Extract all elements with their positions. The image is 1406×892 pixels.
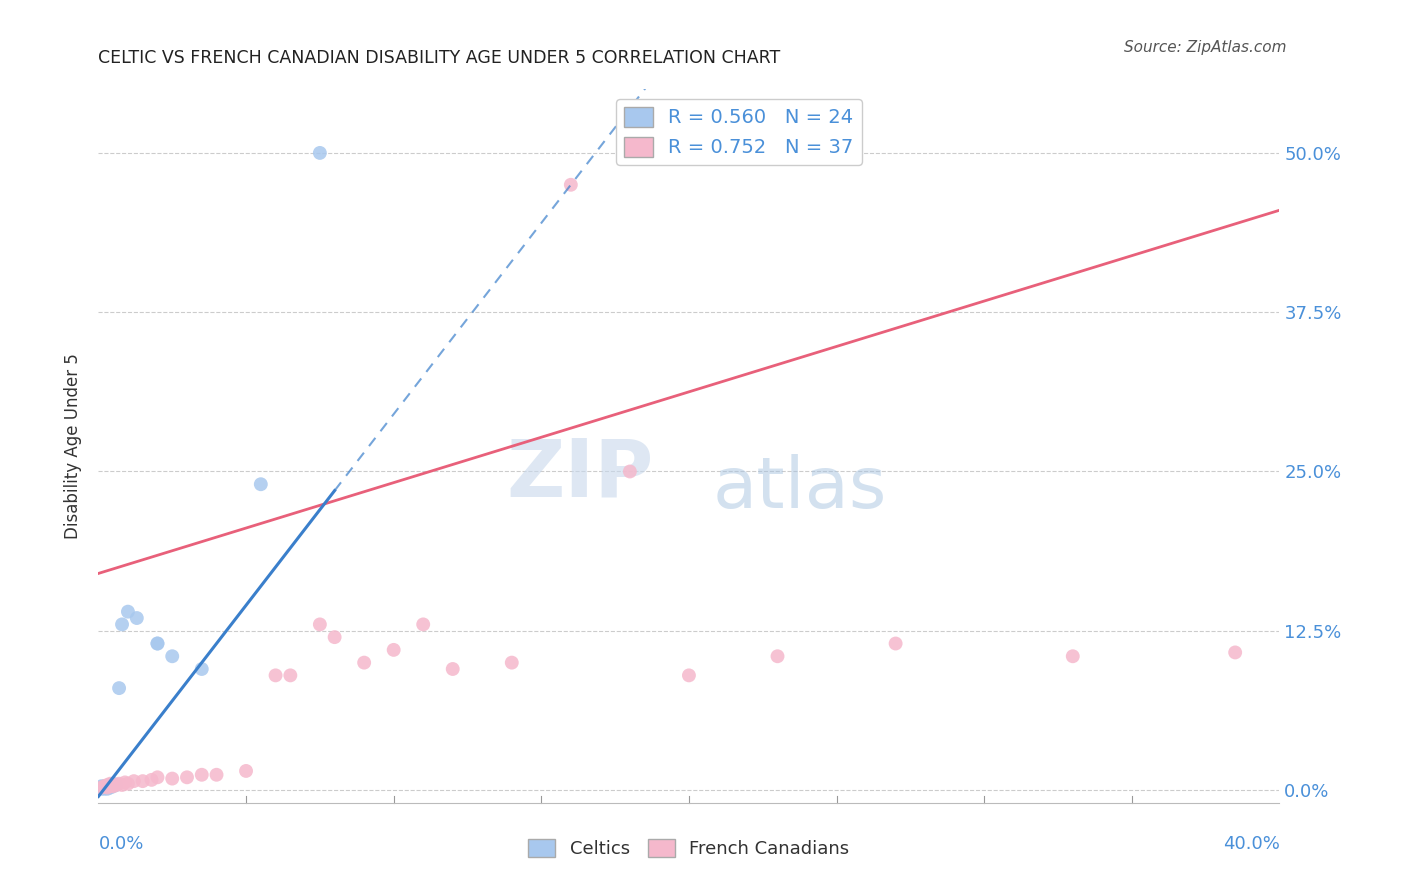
Point — [323, 630, 346, 644]
Point — [382, 643, 405, 657]
Point — [412, 617, 434, 632]
Point — [96, 780, 118, 795]
Point — [309, 617, 332, 632]
Point — [93, 781, 115, 796]
Point — [235, 764, 257, 778]
Point — [884, 636, 907, 650]
Point — [96, 778, 118, 792]
Point — [132, 774, 155, 789]
Point — [191, 662, 214, 676]
Point — [96, 781, 118, 796]
Point — [125, 611, 148, 625]
Y-axis label: Disability Age Under 5: Disability Age Under 5 — [65, 353, 83, 539]
Point — [90, 780, 112, 795]
Point — [98, 778, 121, 792]
Point — [146, 636, 169, 650]
Point — [117, 605, 139, 619]
Text: atlas: atlas — [713, 454, 887, 524]
Point — [114, 775, 136, 789]
Point — [122, 774, 145, 789]
Point — [103, 779, 125, 793]
Point — [146, 636, 169, 650]
Point — [98, 780, 121, 795]
Point — [90, 781, 112, 796]
Text: CELTIC VS FRENCH CANADIAN DISABILITY AGE UNDER 5 CORRELATION CHART: CELTIC VS FRENCH CANADIAN DISABILITY AGE… — [98, 49, 780, 67]
Point — [93, 779, 115, 793]
Text: 40.0%: 40.0% — [1223, 835, 1279, 853]
Point — [280, 668, 302, 682]
Text: ZIP: ZIP — [506, 435, 654, 514]
Point — [117, 777, 139, 791]
Point — [103, 779, 125, 793]
Point — [501, 656, 523, 670]
Point — [766, 649, 789, 664]
Point — [98, 779, 121, 793]
Point — [309, 145, 332, 160]
Point — [105, 778, 128, 792]
Legend: Celtics, French Canadians: Celtics, French Canadians — [522, 831, 856, 865]
Point — [191, 768, 214, 782]
Point — [108, 681, 131, 695]
Point — [1062, 649, 1084, 664]
Point — [98, 777, 121, 791]
Point — [90, 780, 112, 795]
Point — [141, 772, 163, 787]
Point — [111, 617, 134, 632]
Point — [111, 778, 134, 792]
Point — [264, 668, 287, 682]
Point — [353, 656, 375, 670]
Point — [108, 777, 131, 791]
Point — [162, 772, 183, 786]
Point — [90, 779, 112, 793]
Point — [441, 662, 464, 676]
Point — [250, 477, 273, 491]
Point — [103, 777, 125, 791]
Point — [162, 649, 183, 664]
Point — [93, 780, 115, 795]
Point — [146, 770, 169, 784]
Point — [105, 778, 128, 792]
Point — [560, 178, 582, 192]
Point — [678, 668, 700, 682]
Point — [96, 780, 118, 795]
Point — [619, 465, 641, 479]
Point — [205, 768, 228, 782]
Point — [93, 779, 115, 793]
Point — [96, 779, 118, 793]
Text: Source: ZipAtlas.com: Source: ZipAtlas.com — [1123, 40, 1286, 55]
Point — [176, 770, 198, 784]
Text: 0.0%: 0.0% — [98, 835, 143, 853]
Point — [1225, 645, 1247, 659]
